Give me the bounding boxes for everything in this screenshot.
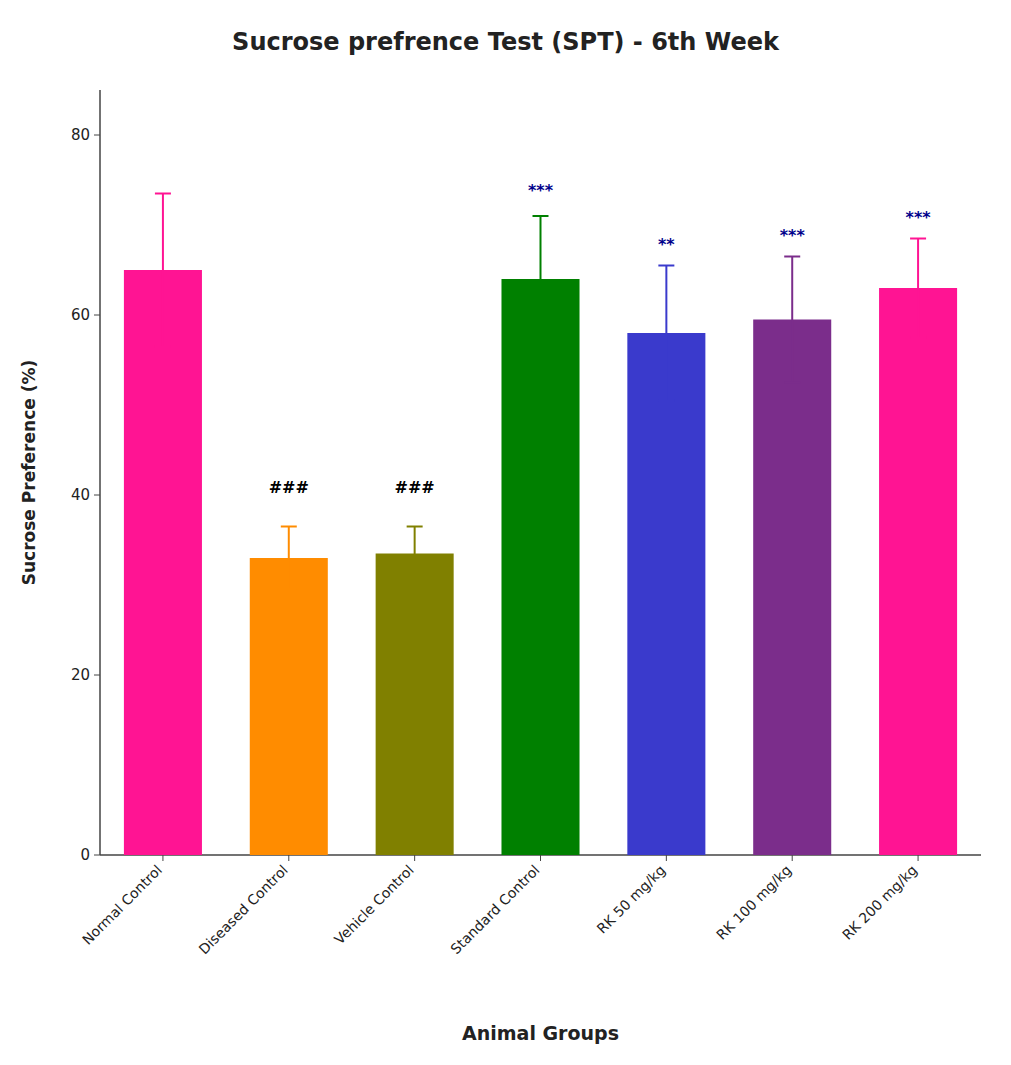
marks [124,194,957,856]
annotation: *** [780,226,806,245]
y-tick [94,135,100,136]
y-tick [94,495,100,496]
bar [627,333,705,855]
annotation: ### [269,478,309,497]
error-cap [155,346,171,348]
bar [376,554,454,856]
y-axis: 0 20 40 60 80 [71,90,981,864]
bar [501,279,579,855]
annotation: ** [658,235,675,254]
error-cap [910,337,926,339]
x-tick [414,855,415,861]
bar [124,270,202,855]
error-bar [281,527,297,590]
y-tick-label: 60 [71,306,90,324]
error-cap [533,341,549,343]
x-axis-label: Animal Groups [462,1022,619,1044]
x-tick [162,855,163,861]
y-tick-label: 0 [80,846,90,864]
error-cap [155,193,171,195]
x-axis: Normal Control Diseased Control Vehicle Co… [79,855,920,957]
error-stem [917,239,919,338]
error-cap [407,580,423,582]
error-bar [155,194,171,347]
bar [753,320,831,856]
annotation: *** [906,208,932,227]
y-tick [94,315,100,316]
x-tick [666,855,667,861]
y-tick-label: 40 [71,486,90,504]
error-bar [658,266,674,401]
error-cap [407,526,423,528]
x-tick-label: RK 100 mg/kg [713,862,794,943]
error-bar [533,216,549,342]
error-stem [540,216,542,342]
annotations: ######*********** [269,181,932,497]
title: Sucrose prefrence Test (SPT) - 6th Week [232,28,780,56]
error-stem [414,527,416,581]
x-tick-label: RK 200 mg/kg [839,862,920,943]
error-cap [784,256,800,258]
y-tick [94,855,100,856]
error-stem [288,527,290,590]
error-stem [162,194,164,347]
x-tick-label: Vehicle Control [331,862,417,948]
error-cap [658,400,674,402]
chart: Sucrose prefrence Test (SPT) - 6th Week 0… [0,0,1011,1065]
error-cap [658,265,674,267]
error-cap [281,526,297,528]
x-tick [792,855,793,861]
error-cap [784,382,800,384]
x-tick [540,855,541,861]
error-cap [281,589,297,591]
bar [879,288,957,855]
annotation: *** [528,181,554,200]
x-tick-label: RK 50 mg/kg [594,862,669,937]
x-tick [288,855,289,861]
annotation: ### [395,478,435,497]
error-cap [910,238,926,240]
x-tick-label: Diseased Control [195,862,290,957]
error-bar [407,527,423,581]
error-bar [910,239,926,338]
bar [250,558,328,855]
y-axis-line [99,90,101,855]
y-tick-label: 80 [71,126,90,144]
x-tick [918,855,919,861]
x-tick-label: Normal Control [79,862,165,948]
x-tick-label: Standard Control [447,862,542,957]
y-tick [94,675,100,676]
error-cap [533,215,549,217]
y-tick-label: 20 [71,666,90,684]
error-stem [665,266,667,401]
y-axis-label: Sucrose Preference (%) [19,360,39,585]
error-bar [784,257,800,383]
page: {"chart_data": { "type": "bar", "title":… [0,0,1011,1065]
error-stem [791,257,793,383]
